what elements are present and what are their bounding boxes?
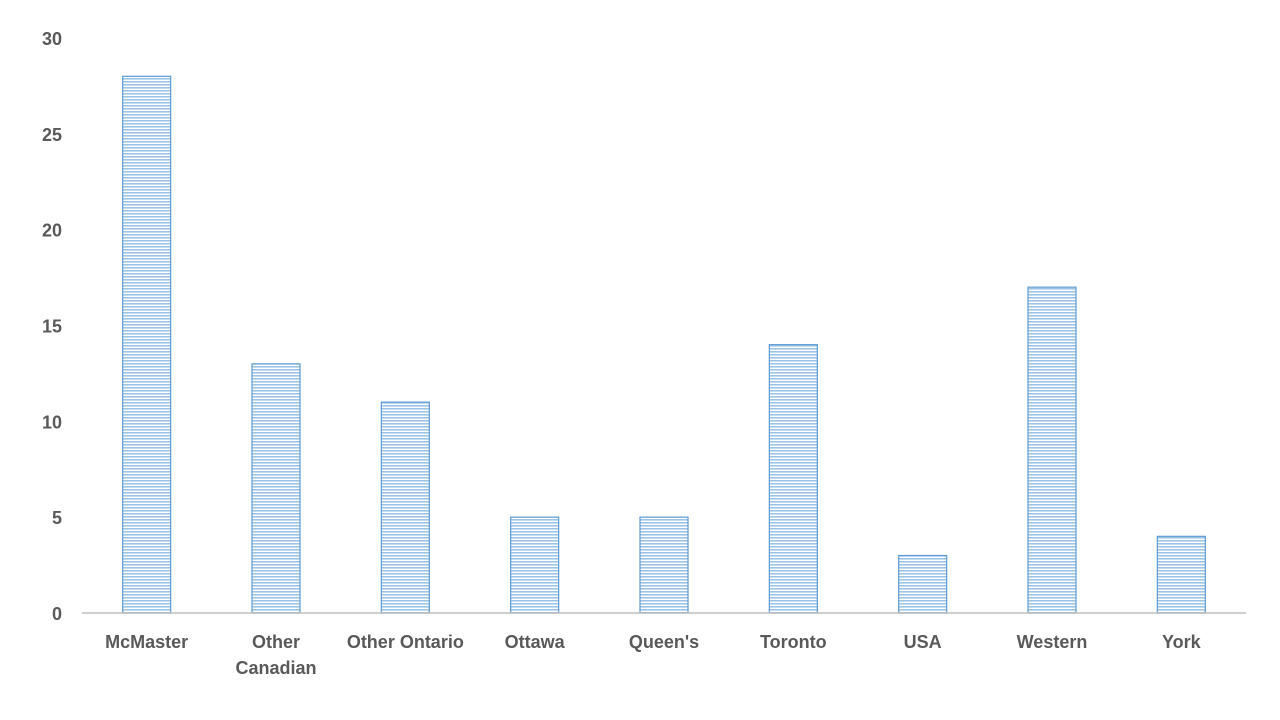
y-tick-label: 0	[52, 604, 62, 624]
x-category-label-line: Western	[1017, 632, 1088, 652]
x-category-label-line: Other	[252, 632, 300, 652]
bar	[1156, 535, 1206, 614]
bar	[251, 363, 301, 614]
x-axis-labels: McMaster Other Canadian Other Ontario Ottawa…	[105, 632, 1202, 678]
x-category-label-line: Other Ontario	[347, 632, 464, 652]
x-category-label: Ottawa	[505, 632, 566, 652]
x-category-label-line: Ottawa	[505, 632, 566, 652]
x-category-label: York	[1162, 632, 1202, 652]
y-tick-label: 15	[42, 317, 62, 337]
y-tick-label: 25	[42, 125, 62, 145]
x-category-label: USA	[904, 632, 942, 652]
bar	[639, 516, 689, 614]
x-category-label-line: USA	[904, 632, 942, 652]
x-category-label: Western	[1017, 632, 1088, 652]
x-category-label: McMaster	[105, 632, 188, 652]
x-category-label-line: Queen's	[629, 632, 699, 652]
x-category-label-line: York	[1162, 632, 1202, 652]
y-axis-ticks: 0 5 10 15 20 25 30	[42, 29, 62, 624]
x-category-label: Other Ontario	[347, 632, 464, 652]
y-tick-label: 20	[42, 221, 62, 241]
bar	[380, 401, 430, 614]
bar	[898, 554, 948, 614]
bar	[768, 344, 818, 614]
y-tick-label: 10	[42, 412, 62, 432]
x-category-label: Queen's	[629, 632, 699, 652]
x-category-label: Toronto	[760, 632, 827, 652]
y-tick-label: 5	[52, 508, 62, 528]
y-tick-label: 30	[42, 29, 62, 49]
x-category-label-line: McMaster	[105, 632, 188, 652]
bar	[1027, 286, 1077, 614]
bars	[122, 75, 1206, 614]
x-category-label-line: Canadian	[235, 658, 316, 678]
bar	[122, 75, 172, 614]
bar	[510, 516, 560, 614]
x-category-label: Other Canadian	[235, 632, 316, 678]
x-category-label-line: Toronto	[760, 632, 827, 652]
